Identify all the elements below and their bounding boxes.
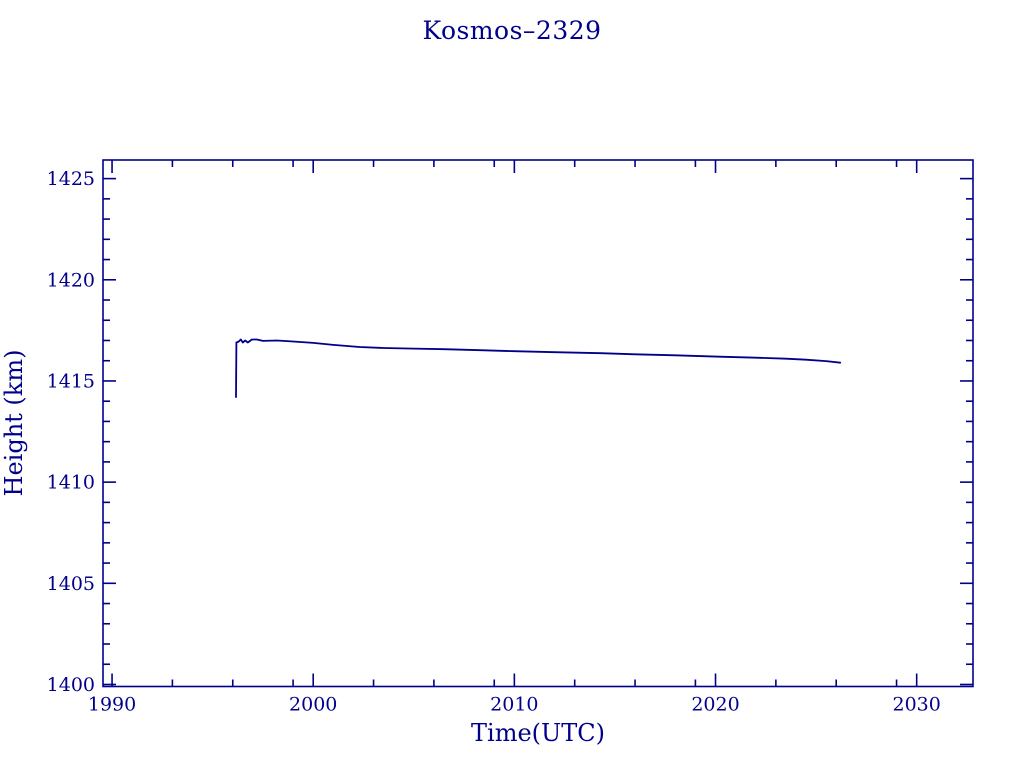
x-tick-label: 2020 bbox=[691, 694, 739, 716]
x-tick-label: 2010 bbox=[490, 694, 538, 716]
plot-area: 1990 2000 2010 2020 2030 1400 1405 1410 1415 1420… bbox=[47, 159, 974, 716]
y-tick-label: 1400 bbox=[47, 674, 95, 696]
x-axis-label: Time(UTC) bbox=[471, 719, 605, 747]
data-line-height-km bbox=[235, 338, 842, 399]
chart-title: Kosmos–2329 bbox=[422, 16, 601, 45]
y-tick-label: 1410 bbox=[47, 472, 95, 494]
y-tick-label: 1415 bbox=[47, 370, 95, 392]
y-tick-label: 1420 bbox=[47, 269, 95, 291]
x-tick-label: 2000 bbox=[289, 694, 337, 716]
plot-border bbox=[102, 159, 974, 688]
y-tick-label: 1425 bbox=[47, 168, 95, 190]
y-axis-label: Height (km) bbox=[0, 350, 28, 497]
x-tick-label: 2030 bbox=[892, 694, 940, 716]
x-tick-label: 1990 bbox=[88, 694, 136, 716]
y-tick-label: 1405 bbox=[47, 573, 95, 595]
